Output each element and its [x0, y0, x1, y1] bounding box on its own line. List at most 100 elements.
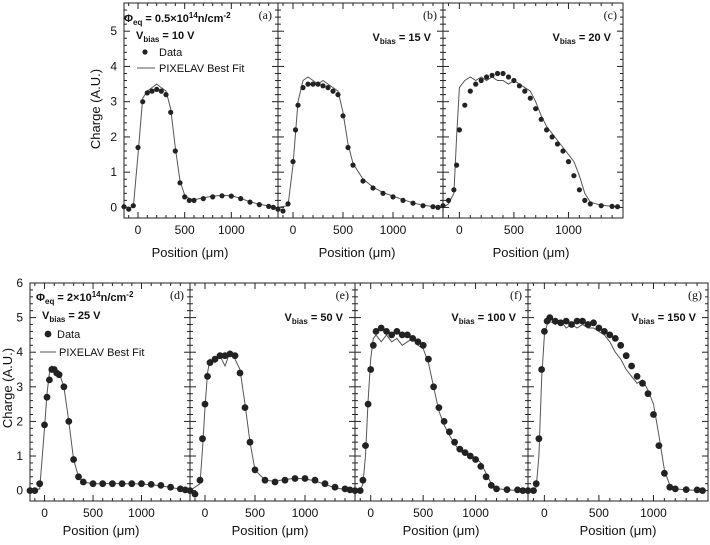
x-axis-label: Position (μm) [493, 245, 570, 260]
y-tick-label: 1 [110, 165, 117, 179]
fit-line [124, 83, 274, 208]
x-tick-label: 1000 [292, 506, 319, 520]
data-point [128, 480, 136, 488]
data-point [266, 203, 272, 209]
data-point [530, 487, 537, 494]
x-tick-label: 1000 [380, 223, 407, 237]
data-point [609, 203, 615, 209]
vbias-label: Vbias = 50 V [284, 312, 343, 326]
vbias-label: Vbias = 25 V [42, 310, 101, 324]
data-point [158, 88, 164, 94]
data-point [270, 204, 276, 210]
x-tick-label: 0 [367, 506, 374, 520]
plot-frame [442, 2, 624, 219]
data-point [172, 148, 178, 154]
data-point [514, 486, 521, 494]
data-point [261, 476, 269, 484]
data-point [46, 376, 53, 384]
data-point [538, 366, 545, 373]
data-point [446, 428, 453, 436]
data-point [456, 127, 462, 133]
data-point [383, 328, 390, 335]
panel-3: 0 500 1000 (c) Vbias = 20 V [440, 2, 624, 237]
data-point [356, 487, 364, 494]
data-point [236, 369, 244, 377]
data-point [557, 319, 565, 327]
data-point [149, 88, 155, 94]
data-point [325, 85, 331, 91]
data-point [582, 197, 588, 203]
data-point [590, 319, 597, 327]
data-point [546, 314, 554, 321]
data-point [305, 81, 311, 87]
data-point [544, 127, 550, 133]
y-tick-label: 4 [16, 345, 23, 359]
y-tick-label: 3 [16, 380, 23, 394]
data-point [41, 421, 48, 429]
data-point [335, 92, 341, 98]
data-point [43, 393, 51, 401]
fluence-label: Φeq = 0.5×1014n/cm-2 [124, 11, 231, 27]
data-point [70, 456, 77, 463]
y-tick-label: 5 [110, 24, 117, 38]
data-point [622, 352, 630, 360]
data-point [345, 144, 351, 151]
x-tick-label: 500 [333, 223, 353, 237]
panel-letter: (f) [510, 288, 522, 302]
data-point [55, 371, 63, 379]
data-point [390, 194, 396, 200]
data-point [350, 162, 356, 168]
data-point [251, 466, 259, 474]
data-point [210, 194, 216, 200]
data-point [425, 355, 432, 363]
data-point [362, 442, 369, 449]
data-point [584, 321, 592, 328]
legend: Data PIXELAV Best Fit [137, 47, 244, 75]
panel-letter: (c) [604, 8, 617, 22]
data-point [167, 483, 175, 491]
data-point [154, 86, 160, 92]
x-tick-label: 500 [83, 506, 103, 520]
data-point [644, 390, 652, 398]
y-tick-label: 2 [16, 414, 23, 428]
data-point [331, 483, 339, 491]
data-point [454, 162, 460, 168]
data-point [138, 480, 145, 488]
data-point [414, 338, 422, 346]
data-point [522, 88, 528, 94]
data-point [300, 85, 306, 91]
data-point [330, 88, 336, 94]
data-point [650, 411, 657, 418]
data-point [201, 400, 209, 408]
panel-letter: (a) [259, 8, 272, 22]
data-point [532, 480, 540, 488]
data-point [36, 480, 44, 488]
data-point [118, 480, 126, 488]
data-point [99, 480, 107, 488]
data-point [633, 373, 641, 380]
fit-line [355, 334, 523, 492]
fit-line [277, 76, 439, 208]
data-point [419, 341, 427, 349]
x-axis-label: Position (μm) [232, 523, 309, 538]
data-point [310, 81, 316, 87]
x-tick-label: 1000 [128, 506, 155, 520]
data-point [541, 328, 548, 335]
data-point [186, 487, 194, 494]
data-point [482, 473, 490, 481]
data-point [231, 352, 239, 360]
data-point [157, 482, 165, 489]
data-point [503, 486, 511, 493]
data-point [568, 321, 575, 328]
y-tick-label: 6 [16, 276, 23, 290]
data-point [565, 159, 572, 165]
panel-letter: (b) [423, 8, 437, 22]
data-point [271, 478, 279, 486]
data-point [467, 88, 473, 94]
x-tick-label: 1000 [640, 506, 667, 520]
data-point [598, 203, 604, 209]
panel-letter: (g) [688, 288, 702, 302]
data-point [466, 452, 474, 460]
vbias-label: Vbias = 100 V [451, 312, 516, 326]
data-point [65, 418, 73, 425]
